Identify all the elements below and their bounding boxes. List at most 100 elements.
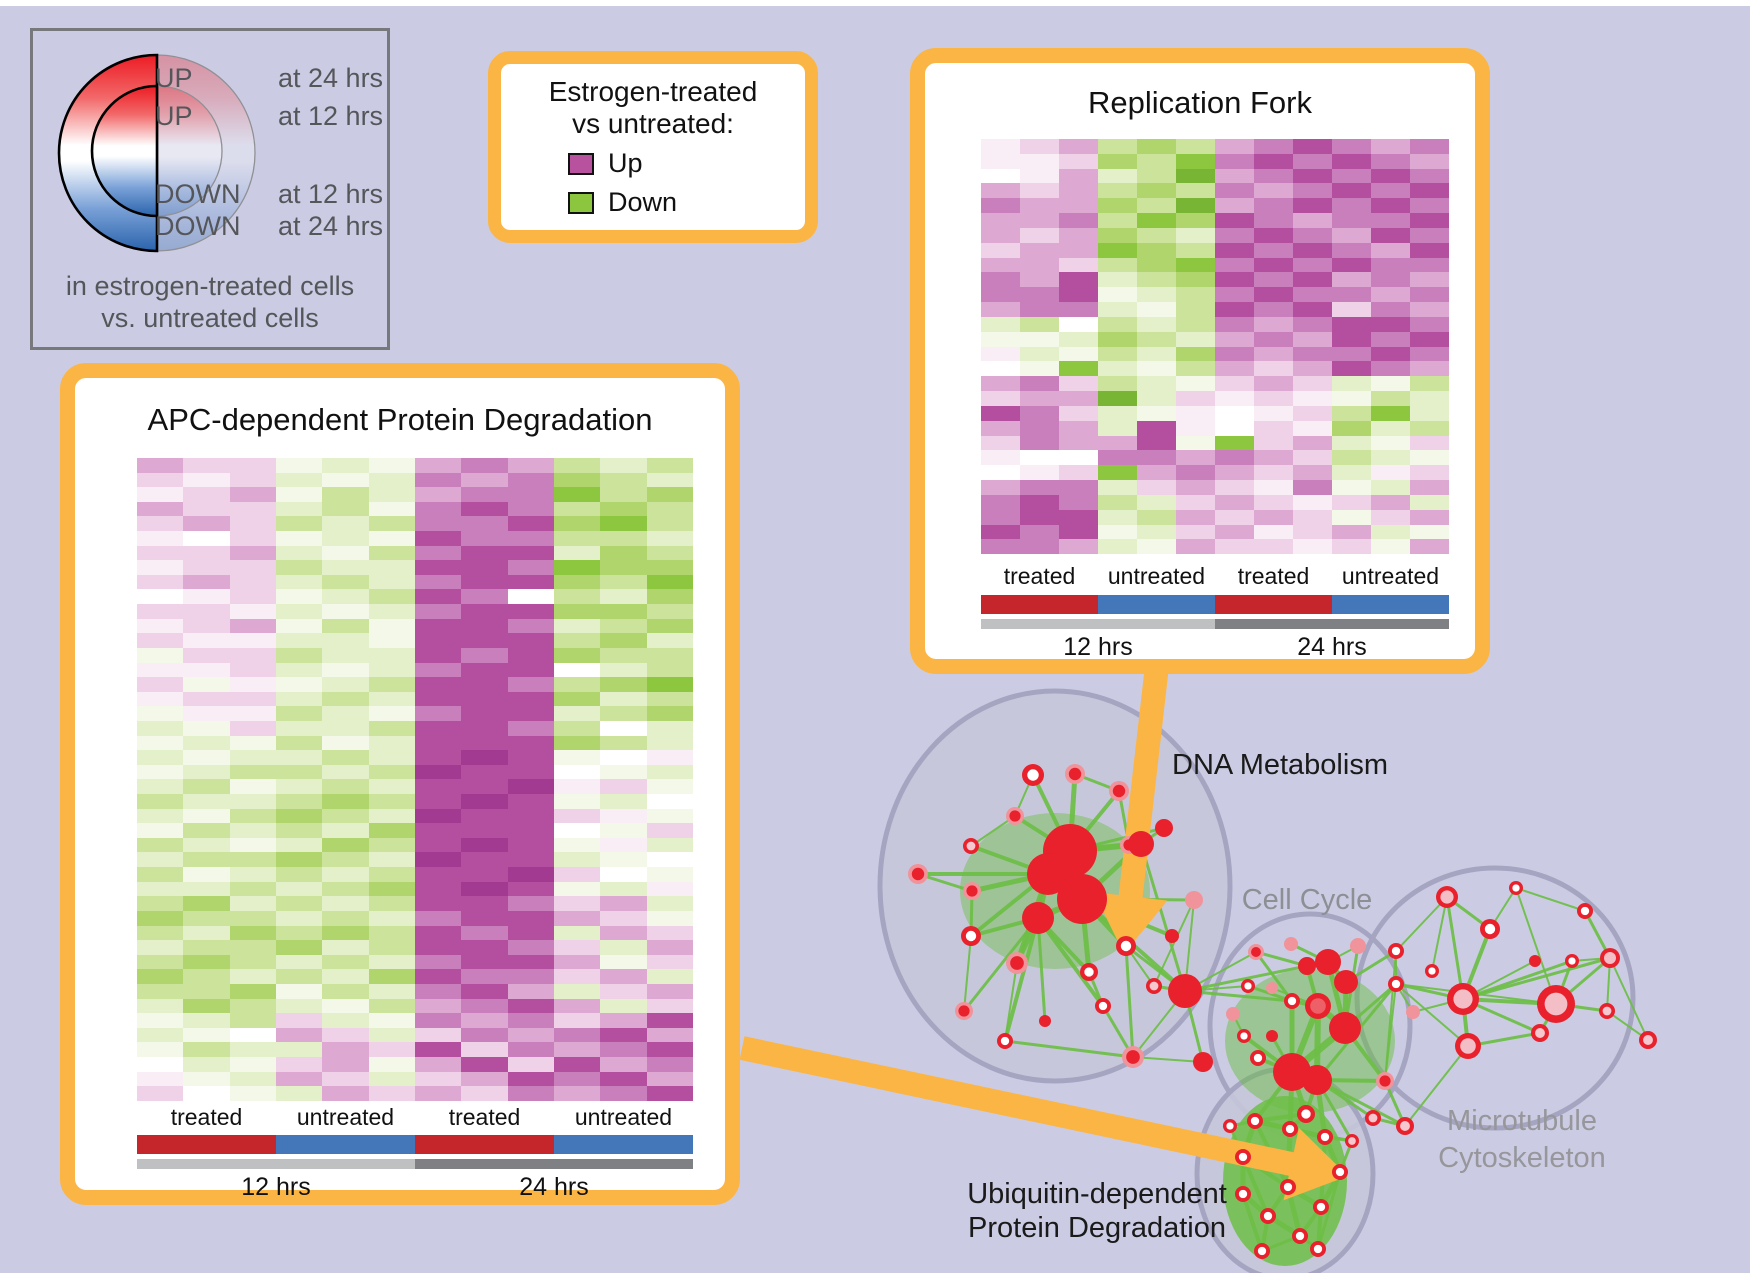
heatmap-cell — [553, 954, 601, 970]
heatmap-cell — [368, 925, 415, 941]
heatmap-cell — [1371, 242, 1410, 258]
time-bar-12hrs — [137, 1159, 415, 1169]
heatmap-cell — [322, 1086, 369, 1101]
heatmap-cell — [275, 1056, 323, 1072]
heatmap-cell — [1176, 524, 1215, 540]
heatmap-cell — [137, 823, 184, 838]
heatmap-cell — [368, 633, 415, 648]
untreated-bar — [1098, 595, 1215, 614]
heatmap-cell — [646, 589, 693, 605]
heatmap-cell — [322, 691, 369, 707]
heatmap-cell — [1371, 465, 1410, 481]
heatmap-cell — [1293, 420, 1332, 436]
heatmap-cell — [600, 589, 647, 605]
heatmap-cell — [1332, 183, 1371, 199]
heatmap-cell — [1410, 420, 1449, 436]
network-edge — [1004, 1039, 1134, 1059]
untreated-bar — [1332, 595, 1449, 614]
heatmap-cell — [1332, 331, 1371, 347]
heatmap-cell — [229, 983, 276, 999]
heatmap-cell — [553, 764, 601, 780]
heatmap-cell — [1371, 287, 1410, 303]
heatmap-cell — [1020, 242, 1059, 258]
heatmap-cell — [553, 1086, 601, 1101]
gene-node-ring-core — [1391, 979, 1401, 989]
heatmap-cell — [183, 940, 230, 955]
heatmap-cell — [414, 677, 462, 692]
heatmap-cell — [461, 560, 508, 575]
heatmap-cell — [1293, 287, 1332, 303]
heatmap-cell — [275, 954, 323, 970]
heatmap-cell — [1410, 361, 1449, 377]
gene-node-pinkdot — [1185, 891, 1203, 909]
heatmap-cell — [1254, 361, 1293, 377]
heatmap-cell — [183, 647, 230, 663]
replication-fork-panel: Replication Fork treated untreated treat… — [910, 48, 1490, 674]
gene-node-ring-core — [1285, 1124, 1295, 1134]
heatmap-cell — [1020, 420, 1059, 436]
network-edge — [1003, 917, 1040, 1042]
heatmap-cell — [322, 896, 369, 911]
heatmap-cell — [507, 969, 554, 984]
heatmap-cell — [183, 531, 230, 546]
heatmap-cell — [1332, 465, 1371, 481]
gene-node-ring-core — [1512, 884, 1520, 892]
heatmap-cell — [275, 677, 323, 692]
heatmap-cell — [1371, 435, 1410, 451]
heatmap-cell — [229, 501, 276, 517]
heatmap-cell — [507, 604, 554, 619]
heatmap-cell — [1098, 272, 1137, 288]
heatmap-cell — [1020, 198, 1059, 214]
heatmap-cell — [553, 881, 601, 897]
heatmap-cell — [507, 983, 554, 999]
heatmap-cell — [414, 604, 462, 619]
gene-node-ring-core — [1238, 1152, 1248, 1162]
heatmap-cell — [507, 881, 554, 897]
heatmap-cell — [137, 940, 184, 955]
gene-node-ring-core — [1084, 967, 1094, 977]
heatmap-cell — [229, 531, 276, 546]
heatmap-cell — [414, 910, 462, 926]
heatmap-cell — [646, 633, 693, 648]
heatmap-cell — [507, 516, 554, 532]
heatmap-cell — [322, 1013, 369, 1028]
heatmap-cell — [183, 1071, 230, 1087]
heatmap-cell — [1332, 316, 1371, 332]
heatmap-cell — [322, 618, 369, 634]
heatmap-cell — [461, 823, 508, 838]
gene-node-ring-core — [1263, 1211, 1273, 1221]
heatmap-cell — [322, 1071, 369, 1087]
heatmap-cell — [553, 531, 601, 546]
heatmap-cell — [137, 560, 184, 575]
heatmap-cell — [183, 501, 230, 517]
heatmap-cell — [414, 487, 462, 502]
heatmap-cell — [1254, 494, 1293, 510]
heatmap-cell — [1176, 509, 1215, 525]
heatmap-cell — [1098, 494, 1137, 510]
heatmap-cell — [461, 1071, 508, 1087]
heatmap-cell — [229, 1086, 276, 1101]
heatmap-cell — [646, 794, 693, 809]
heatmap-cell — [507, 662, 554, 678]
heatmap-cell — [275, 779, 323, 795]
heatmap-cell — [137, 925, 184, 941]
heatmap-cell — [646, 458, 693, 473]
heatmap-cell — [275, 969, 323, 984]
apc-treatment-color-bars — [137, 1135, 693, 1154]
heatmap-cell — [1293, 524, 1332, 540]
heatmap-cell — [275, 998, 323, 1014]
heatmap-cell — [600, 720, 647, 736]
heatmap-cell — [461, 750, 508, 765]
rf-panel-title: Replication Fork — [1088, 85, 1312, 120]
heatmap-cell — [1410, 242, 1449, 258]
heatmap-cell — [1059, 316, 1098, 332]
heatmap-cell — [600, 1013, 647, 1028]
heatmap-cell — [1332, 168, 1371, 184]
heatmap-cell — [981, 316, 1020, 332]
heatmap-cell — [1254, 153, 1293, 169]
heatmap-cell — [646, 487, 693, 502]
heatmap-cell — [229, 589, 276, 605]
heatmap-cell — [1410, 331, 1449, 347]
heatmap-cell — [1098, 227, 1137, 243]
heatmap-cell — [1137, 420, 1176, 436]
